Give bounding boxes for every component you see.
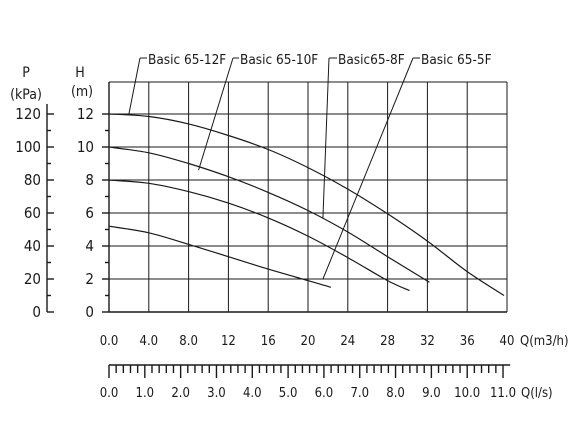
series-labels: Basic 65-12F Basic 65-10F Basic65-8F Basic … — [128, 52, 492, 280]
series-curve — [108, 146, 430, 283]
h-axis-tick-label: 8 — [85, 171, 94, 189]
x-axis-ls-tick-label: 4.0 — [243, 386, 262, 401]
series-curve — [108, 225, 332, 288]
h-axis-title: H — [75, 65, 84, 81]
performance-curves — [108, 113, 505, 297]
p-axis-tick-label: 80 — [24, 171, 41, 189]
series-leader-line — [322, 57, 414, 280]
x-axis-ls-tick-label: 5.0 — [279, 386, 298, 401]
x-axis-ls-tick-label: 10.0 — [454, 386, 480, 401]
series-leader-line — [198, 57, 234, 171]
x-axis-m3h-tick-label: 12 — [221, 334, 236, 349]
h-axis-tick-label: 12 — [77, 105, 94, 123]
p-axis-tick-label: 20 — [24, 270, 41, 288]
x-axis-m3h-tick-label: 20 — [301, 334, 316, 349]
series-label: Basic 65-10F — [240, 52, 318, 68]
series-label: Basic 65-12F — [148, 52, 226, 68]
h-axis-tick-label: 4 — [85, 237, 94, 255]
x-axis-m3h-tick-label: 0.0 — [100, 334, 119, 349]
p-axis-title: P — [22, 65, 30, 81]
x-axis-ls-tick-label: 9.0 — [422, 386, 441, 401]
x-axis-m3h-tick-label: 24 — [340, 334, 355, 349]
h-axis-tick-label: 2 — [85, 270, 94, 288]
series-leader-line — [128, 57, 141, 115]
x-axis-ls-tick-label: 6.0 — [315, 386, 334, 401]
x-axis-ls-tick-label: 11.0 — [490, 386, 516, 401]
plot-grid — [109, 81, 508, 312]
p-axis-tick-label: 60 — [24, 204, 41, 222]
x-axis-ls-tick-label: 2.0 — [171, 386, 190, 401]
x-axis-m3h-tick-label: 16 — [261, 334, 276, 349]
h-axis-tick-label: 0 — [85, 303, 94, 321]
p-axis-tick-label: 0 — [32, 303, 41, 321]
x-axis-m3h-tick-label: 4.0 — [140, 334, 159, 349]
x-axis-m3h-tick-label: 28 — [380, 334, 395, 349]
x-axis-ls-tick-label: 7.0 — [350, 386, 369, 401]
x-axis-ls-tick-label: 0.0 — [100, 386, 119, 401]
series-curve — [108, 179, 410, 292]
x-axis-ls-tick-label: 8.0 — [386, 386, 405, 401]
series-leader-line — [322, 57, 330, 218]
x-axis-m3h-tick-label: 36 — [460, 334, 475, 349]
p-axis-tick-label: 40 — [24, 237, 41, 255]
x-axis-ls-tick-label: 1.0 — [136, 386, 155, 401]
x-axis-ls-title: Q(l/s) — [521, 386, 553, 401]
h-axis-tick-label: 10 — [77, 138, 94, 156]
p-axis-tick-label: 100 — [15, 138, 41, 156]
x-axis-m3h-tick-label: 32 — [420, 334, 435, 349]
p-axis-tick-label: 120 — [15, 105, 41, 123]
series-curve — [108, 113, 505, 297]
x-axis-m3h-tick-label: 40 — [500, 334, 515, 349]
series-label: Basic65-8F — [338, 52, 405, 68]
x-axis-ls-tick-label: 3.0 — [207, 386, 226, 401]
h-axis-unit: (m) — [71, 84, 93, 100]
h-axis-tick-label: 6 — [85, 204, 94, 222]
series-label: Basic 65-5F — [421, 52, 492, 68]
x-axis-m3h-tick-label: 8.0 — [179, 334, 198, 349]
x-axis-m3h-title: Q(m3/h) — [520, 334, 569, 349]
p-axis-unit: (kPa) — [10, 87, 42, 103]
